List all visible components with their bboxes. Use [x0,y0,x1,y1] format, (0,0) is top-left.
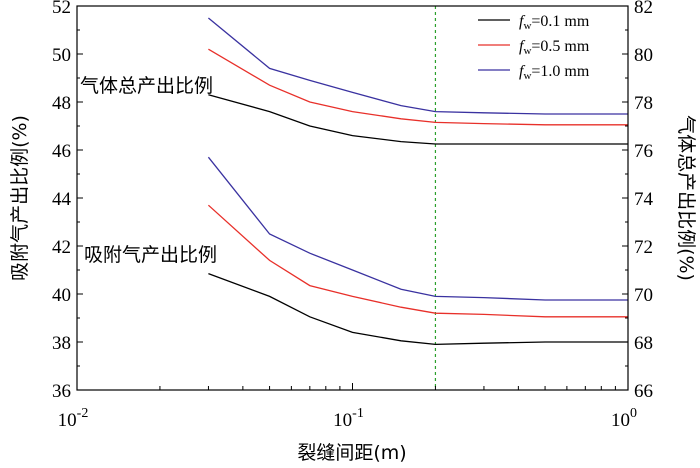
right-tick-label: 72 [634,237,653,258]
legend-label: fw=0.5 mm [519,38,590,57]
left-tick-label: 50 [52,45,71,66]
x-axis-title: 裂缝间距(m) [297,442,406,464]
legend-label: fw=1.0 mm [519,63,590,82]
x-tick-label: 10-1 [333,406,364,431]
right-tick-label: 80 [634,45,653,66]
right-tick-label: 68 [634,333,653,354]
series-line-total-1.0 [207,17,628,115]
left-tick-label: 48 [52,93,71,114]
left-tick-label: 40 [52,285,71,306]
right-tick-label: 76 [634,141,653,162]
series-line-total-0.5 [208,48,628,126]
series-layer [207,17,628,346]
annotation-total: 气体总产出比例 [80,75,213,97]
right-tick-label: 82 [634,0,653,18]
x-tick-label: 100 [611,406,637,431]
left-tick-label: 46 [52,141,71,162]
x-axis: 10-2 10-1 100 [58,383,637,431]
right-axis: 66 68 70 72 74 76 78 80 82 [622,0,654,402]
legend: fw=0.1 mm fw=0.5 mm fw=1.0 mm [478,13,590,82]
left-axis: 36 38 40 42 44 46 48 50 52 [52,0,83,402]
right-tick-label: 74 [634,189,654,210]
series-line-adsorbed-0.1 [208,272,628,346]
series-line-adsorbed-1.0 [207,156,628,301]
series-line-adsorbed-0.5 [207,204,628,318]
annotation-adsorbed: 吸附气产出比例 [84,244,217,266]
legend-label: fw=0.1 mm [519,13,590,32]
left-tick-label: 42 [52,237,71,258]
left-tick-label: 44 [52,189,72,210]
right-tick-label: 66 [634,381,653,402]
left-tick-label: 52 [52,0,71,18]
series-line-total-0.1 [208,94,628,145]
x-tick-label: 10-2 [58,406,89,431]
left-tick-label: 36 [52,381,71,402]
right-tick-label: 70 [634,285,653,306]
right-axis-title: 气体总产出比例(%) [675,115,697,281]
left-axis-title: 吸附气产出比例(%) [9,115,31,281]
left-tick-label: 38 [52,333,71,354]
right-tick-label: 78 [634,93,653,114]
